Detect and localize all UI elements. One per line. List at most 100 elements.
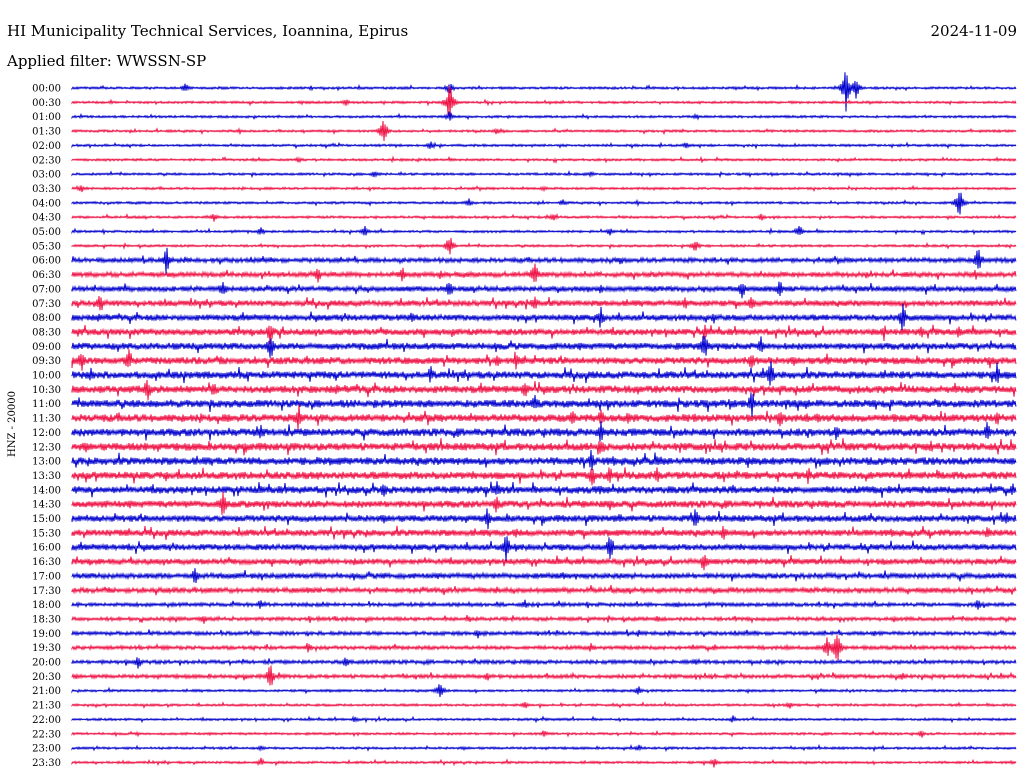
time-label: 10:30 <box>32 385 61 396</box>
trace-line <box>71 379 1017 401</box>
time-label: 15:30 <box>32 528 61 539</box>
trace-line <box>71 657 1017 669</box>
time-label: 16:30 <box>32 557 61 568</box>
time-label: 05:00 <box>32 227 61 238</box>
time-label: 05:30 <box>32 241 61 252</box>
trace-line <box>71 743 1017 753</box>
time-label: 01:30 <box>32 127 61 138</box>
time-label: 01:00 <box>32 112 61 123</box>
time-label: 17:00 <box>32 571 61 582</box>
trace-line <box>71 568 1017 584</box>
time-label: 03:00 <box>32 170 61 181</box>
trace-line <box>71 361 1017 386</box>
trace-line <box>71 212 1017 222</box>
trace-line <box>71 536 1017 562</box>
time-label: 06:00 <box>32 256 61 267</box>
trace-line <box>71 525 1017 541</box>
time-label: 22:00 <box>32 715 61 726</box>
time-label: 14:00 <box>32 485 61 496</box>
trace-line <box>71 421 1017 442</box>
trace-line <box>71 635 1017 661</box>
trace-line <box>71 120 1017 142</box>
trace-line <box>71 141 1017 150</box>
time-label: 07:00 <box>32 284 61 295</box>
trace-line <box>71 263 1017 283</box>
trace-line <box>71 335 1017 358</box>
trace-line <box>71 404 1017 430</box>
trace-line <box>71 492 1017 515</box>
trace-line <box>71 628 1017 639</box>
trace-line <box>71 237 1017 255</box>
time-label: 07:30 <box>32 299 61 310</box>
trace-line <box>71 438 1017 456</box>
time-label: 09:30 <box>32 356 61 367</box>
time-label: 16:00 <box>32 543 61 554</box>
trace-line <box>71 170 1017 179</box>
trace-line <box>71 481 1017 498</box>
trace-line <box>71 684 1017 697</box>
time-label: 08:30 <box>32 327 61 338</box>
time-label: 18:00 <box>32 600 61 611</box>
time-label: 19:00 <box>32 629 61 640</box>
trace-line <box>71 72 1017 112</box>
date-label: 2024-11-09 <box>931 22 1017 40</box>
time-label: 23:00 <box>32 744 61 755</box>
trace-line <box>71 155 1017 164</box>
time-label: 21:00 <box>32 686 61 697</box>
time-label: 04:30 <box>32 213 61 224</box>
trace-line <box>71 729 1017 738</box>
trace-line <box>71 599 1017 610</box>
time-label: 22:30 <box>32 729 61 740</box>
trace-line <box>71 467 1017 486</box>
trace-line <box>71 554 1017 571</box>
trace-line <box>71 584 1017 596</box>
time-label: 11:00 <box>32 399 61 410</box>
trace-line <box>71 226 1017 236</box>
time-label: 10:00 <box>32 371 61 382</box>
trace-line <box>71 615 1017 624</box>
time-labels-group: 00:00 00:30 01:00 01:30 02:00 02:30 03:00 03:30… <box>32 84 61 769</box>
trace-line <box>71 508 1017 530</box>
time-label: 19:30 <box>32 643 61 654</box>
trace-line <box>71 111 1017 121</box>
time-label: 00:00 <box>32 84 61 95</box>
time-label: 21:30 <box>32 701 61 712</box>
time-label: 12:00 <box>32 428 61 439</box>
time-label: 18:30 <box>32 614 61 625</box>
traces-group <box>71 72 1017 768</box>
trace-line <box>71 303 1017 331</box>
time-label: 13:00 <box>32 457 61 468</box>
trace-line <box>71 281 1017 299</box>
time-label: 02:30 <box>32 155 61 166</box>
trace-line <box>71 715 1017 724</box>
trace-line <box>71 665 1017 686</box>
time-label: 06:30 <box>32 270 61 281</box>
trace-line <box>71 192 1017 215</box>
trace-line <box>71 757 1017 768</box>
time-label: 00:30 <box>32 98 61 109</box>
trace-line <box>71 184 1017 193</box>
time-label: 14:30 <box>32 500 61 511</box>
trace-line <box>71 295 1017 311</box>
time-label: 23:30 <box>32 758 61 769</box>
time-label: 13:30 <box>32 471 61 482</box>
time-label: 20:00 <box>32 658 61 669</box>
filter-label: Applied filter: WWSSN-SP <box>6 52 206 70</box>
trace-line <box>71 86 1017 117</box>
y-axis-label: HNZ - 20000 <box>7 391 18 457</box>
time-label: 17:30 <box>32 586 61 597</box>
time-label: 02:00 <box>32 141 61 152</box>
trace-line <box>71 349 1017 371</box>
time-label: 08:00 <box>32 313 61 324</box>
time-label: 11:30 <box>32 414 61 425</box>
trace-line <box>71 449 1017 471</box>
time-label: 12:30 <box>32 442 61 453</box>
time-label: 03:30 <box>32 184 61 195</box>
trace-line <box>71 700 1017 710</box>
trace-line <box>71 324 1017 345</box>
time-label: 15:00 <box>32 514 61 525</box>
trace-line <box>71 392 1017 417</box>
time-label: 04:00 <box>32 198 61 209</box>
time-label: 09:00 <box>32 342 61 353</box>
